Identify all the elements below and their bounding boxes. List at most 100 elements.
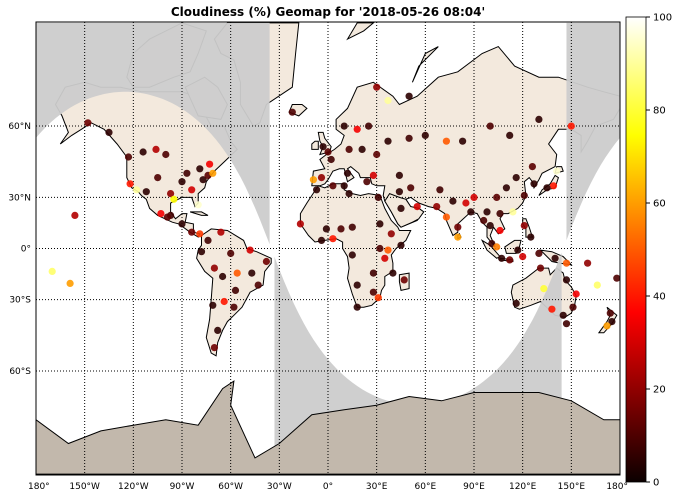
landmass-svalbard xyxy=(346,22,375,41)
landmass-novaya-zemlya xyxy=(411,46,439,83)
x-tick-label-3: 90°W xyxy=(170,482,195,492)
x-tick-label-2: 120°W xyxy=(118,482,149,492)
x-tick-label-12: 180° xyxy=(606,482,628,492)
data-point-136 xyxy=(593,281,601,289)
data-point-69 xyxy=(373,83,381,91)
data-point-83 xyxy=(329,235,337,243)
data-point-55 xyxy=(340,122,348,130)
x-tick-label-10: 120°E xyxy=(509,482,537,492)
data-point-42 xyxy=(210,344,218,352)
data-point-122 xyxy=(543,184,551,192)
data-point-34 xyxy=(254,281,262,289)
x-tick-label-5: 30°W xyxy=(267,482,292,492)
data-point-12 xyxy=(194,201,202,209)
data-point-93 xyxy=(381,254,389,262)
data-point-87 xyxy=(387,230,395,238)
colorbar-tick-label-1: 20 xyxy=(653,385,666,396)
colorbar-gradient xyxy=(625,16,647,483)
data-point-37 xyxy=(210,264,218,272)
data-point-23 xyxy=(157,210,165,218)
data-point-107 xyxy=(442,213,450,221)
data-point-102 xyxy=(407,184,415,192)
colorbar-tick-label-0: 0 xyxy=(653,478,659,489)
data-point-120 xyxy=(530,180,538,188)
data-point-36 xyxy=(219,272,227,281)
data-point-106 xyxy=(449,197,457,205)
colorbar: 0 20 40 60 80 100 xyxy=(625,13,672,489)
data-point-105 xyxy=(433,203,441,211)
data-point-52 xyxy=(309,176,317,184)
data-point-98 xyxy=(374,294,382,302)
data-point-56 xyxy=(353,125,361,133)
night-region-north-1 xyxy=(566,22,620,241)
data-point-113 xyxy=(486,222,494,230)
data-point-85 xyxy=(348,223,356,231)
data-point-22 xyxy=(163,213,171,221)
data-point-86 xyxy=(376,220,384,228)
map-frame xyxy=(35,21,621,476)
data-point-71 xyxy=(486,122,494,130)
data-point-151 xyxy=(470,193,478,201)
y-tick-label-4: 60°S xyxy=(9,367,31,377)
data-point-79 xyxy=(345,190,353,198)
landmass-ireland xyxy=(311,140,319,150)
colorbar-tick-label-5: 100 xyxy=(653,13,672,24)
data-point-63 xyxy=(395,171,403,179)
data-point-25 xyxy=(188,228,196,236)
data-point-147 xyxy=(608,318,616,326)
x-tick-label-6: 0° xyxy=(323,482,333,492)
data-point-109 xyxy=(467,208,475,216)
data-point-35 xyxy=(233,269,241,277)
data-point-47 xyxy=(288,108,296,116)
data-point-40 xyxy=(220,297,228,306)
data-point-13 xyxy=(199,176,207,184)
data-point-96 xyxy=(353,303,361,311)
y-tick-label-0: 60°N xyxy=(8,122,31,132)
data-point-92 xyxy=(369,269,377,277)
data-point-135 xyxy=(584,259,592,267)
data-point-30 xyxy=(227,249,235,257)
data-point-117 xyxy=(520,191,528,200)
x-tick-label-0: 180° xyxy=(28,482,50,492)
data-point-45 xyxy=(48,267,56,275)
data-point-112 xyxy=(480,216,488,225)
graticule xyxy=(36,22,620,475)
data-point-32 xyxy=(262,257,270,266)
data-point-39 xyxy=(230,303,238,311)
y-tick-label-3: 30°S xyxy=(9,296,31,306)
data-point-27 xyxy=(204,236,212,244)
data-point-10 xyxy=(183,169,191,177)
data-point-130 xyxy=(514,246,522,254)
colorbar-tick-label-4: 80 xyxy=(653,106,666,117)
data-point-138 xyxy=(512,299,520,307)
data-point-50 xyxy=(327,155,335,164)
data-point-146 xyxy=(562,320,571,328)
data-point-89 xyxy=(384,246,392,254)
data-point-104 xyxy=(436,186,444,194)
data-point-17 xyxy=(206,160,214,168)
data-point-19 xyxy=(139,148,147,156)
data-point-141 xyxy=(548,305,556,313)
data-point-118 xyxy=(512,174,520,182)
data-point-123 xyxy=(553,167,561,175)
data-point-84 xyxy=(317,236,326,244)
data-point-153 xyxy=(528,163,537,171)
data-point-15 xyxy=(209,169,217,177)
data-point-88 xyxy=(397,241,405,249)
x-tick-label-1: 150°W xyxy=(69,482,100,492)
landmass-cuba xyxy=(189,211,209,216)
data-point-61 xyxy=(369,171,377,179)
data-point-58 xyxy=(358,145,366,153)
data-point-119 xyxy=(493,193,501,201)
data-point-68 xyxy=(384,96,392,105)
data-point-149 xyxy=(606,309,614,317)
night-region-north-0 xyxy=(36,22,270,245)
data-point-48 xyxy=(319,143,327,151)
data-point-64 xyxy=(405,134,413,142)
data-point-28 xyxy=(217,228,225,236)
data-point-127 xyxy=(493,243,501,251)
data-point-144 xyxy=(572,290,580,298)
data-point-49 xyxy=(324,148,332,156)
data-point-137 xyxy=(613,274,620,282)
data-point-44 xyxy=(71,211,79,219)
